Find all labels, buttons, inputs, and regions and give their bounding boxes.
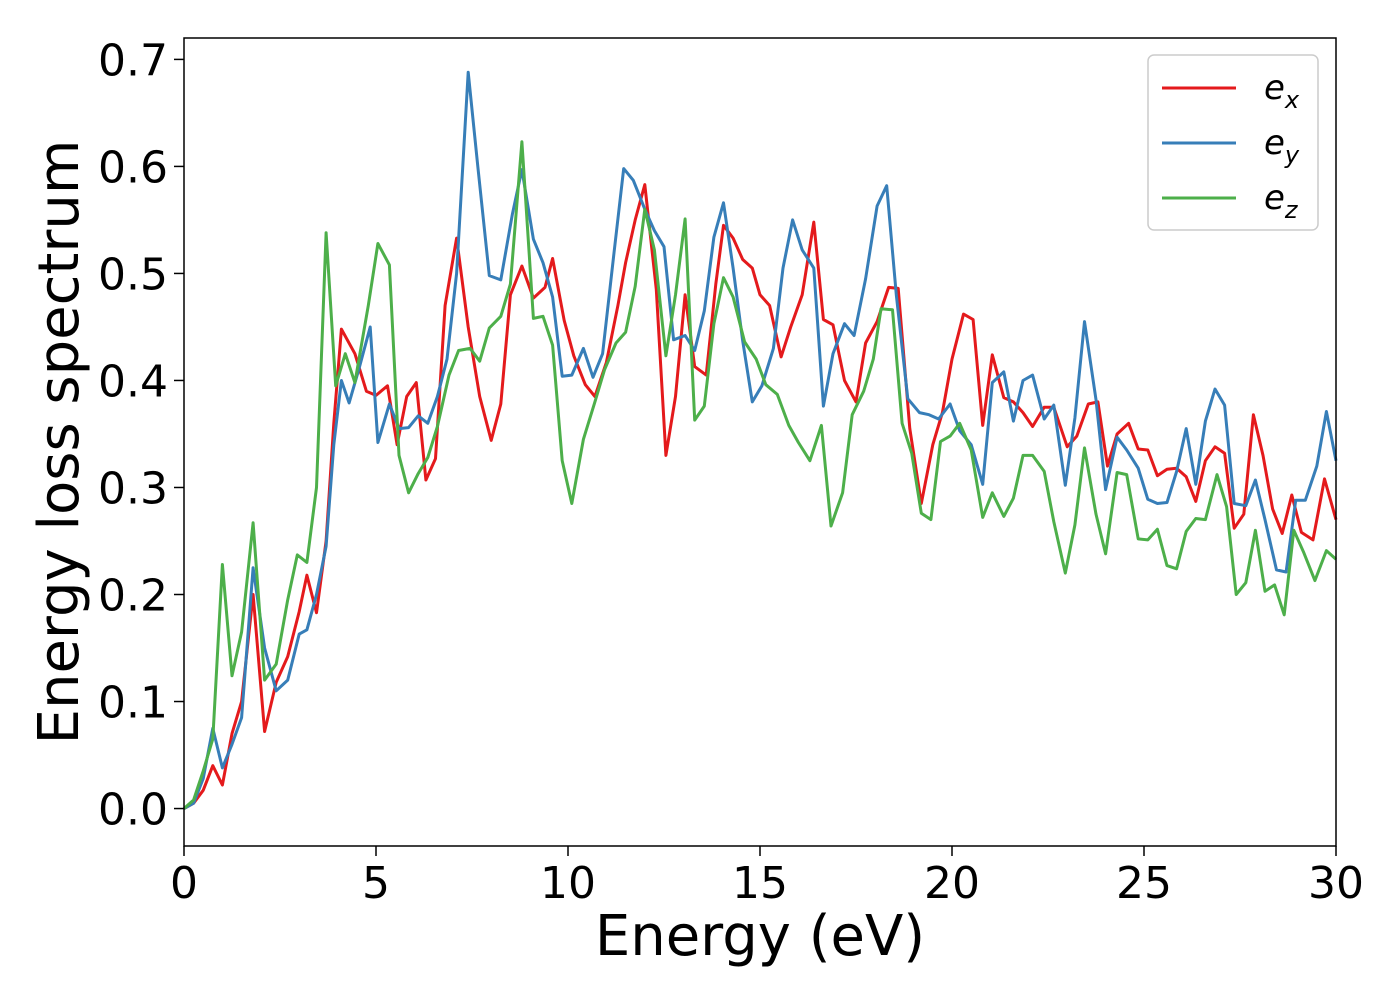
series-line-ex [183, 183, 1338, 810]
legend-label-ey: ey [1264, 123, 1300, 169]
x-tick-label: 0 [170, 858, 198, 909]
x-tick-label: 15 [732, 858, 788, 909]
y-tick-label: 0.7 [98, 35, 168, 86]
x-tick-label: 20 [924, 858, 980, 909]
legend-label-ez: ez [1264, 178, 1299, 224]
y-tick-label: 0.2 [98, 571, 168, 622]
legend-label-base: e [1264, 178, 1285, 218]
ticks-layer: 0 5 10 15 20 25 30 0.0 0.1 0.2 0.3 0.4 0.5 0.6 0.7 [98, 35, 1364, 909]
legend-label-subscript: z [1284, 196, 1299, 224]
y-axis-label-group: Energy loss spectrum [27, 140, 92, 745]
plot-frame [183, 37, 1337, 847]
y-axis-label: Energy loss spectrum [27, 140, 92, 745]
series-layer [183, 70, 1338, 810]
y-tick-label: 0.6 [98, 142, 168, 193]
legend-label-subscript: y [1284, 141, 1300, 169]
x-tick-label: 30 [1308, 858, 1364, 909]
series-line-ez [183, 140, 1338, 810]
legend-label-ex: ex [1264, 68, 1300, 114]
legend-label-base: e [1264, 123, 1285, 163]
y-tick-label: 0.3 [98, 463, 168, 514]
legend-label-subscript: x [1284, 86, 1300, 114]
y-tick-label: 0.5 [98, 249, 168, 300]
legend-label-base: e [1264, 68, 1285, 108]
series-line-ey [183, 70, 1338, 810]
y-tick-label: 0.4 [98, 356, 168, 407]
x-tick-label: 10 [540, 858, 596, 909]
x-tick-label: 25 [1116, 858, 1172, 909]
x-tick-label: 5 [362, 858, 390, 909]
y-tick-label: 0.0 [98, 785, 168, 836]
x-axis-label: Energy (eV) [595, 904, 925, 969]
y-tick-label: 0.1 [98, 678, 168, 729]
